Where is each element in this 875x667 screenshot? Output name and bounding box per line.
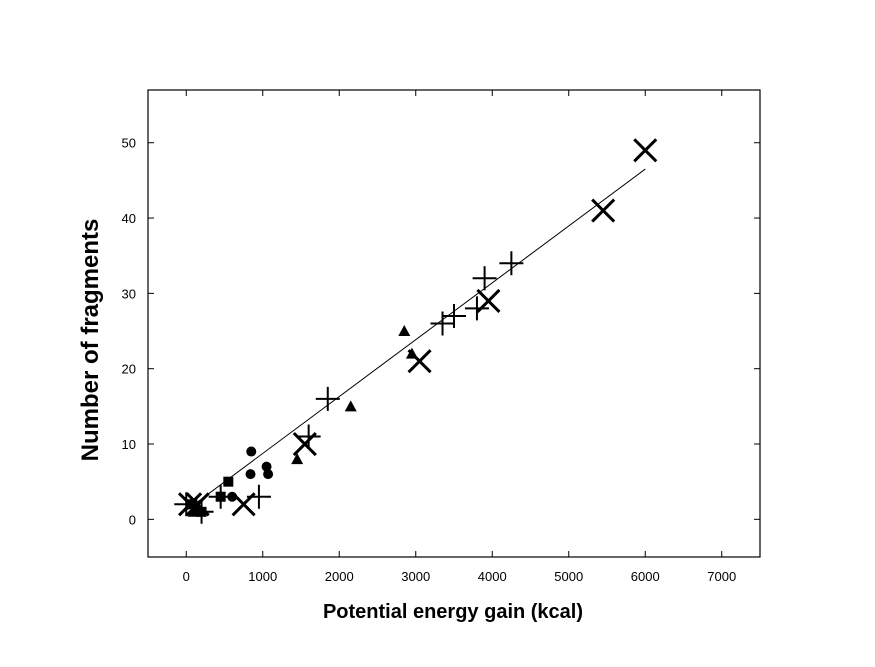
fit-line — [185, 168, 646, 511]
data-point-triangle — [291, 453, 304, 465]
data-point-square — [223, 476, 234, 487]
data-marks — [174, 138, 658, 524]
data-point-plus — [189, 499, 214, 524]
data-point-triangle — [398, 325, 411, 337]
y-tick-label: 20 — [122, 362, 136, 377]
data-point-x — [591, 198, 616, 223]
x-tick-label: 3000 — [401, 569, 430, 584]
y-tick-label: 40 — [122, 211, 136, 226]
y-tick-label: 30 — [122, 286, 136, 301]
data-point-x — [476, 288, 501, 313]
data-point-plus — [472, 266, 497, 291]
data-point-x — [633, 138, 658, 163]
data-point-plus — [208, 484, 233, 509]
x-tick-label: 1000 — [248, 569, 277, 584]
data-point-circle — [245, 469, 256, 480]
plot-frame — [147, 89, 761, 558]
y-tick-label: 50 — [122, 136, 136, 151]
x-axis-title: Potential energy gain (kcal) — [323, 601, 583, 623]
data-point-x — [407, 349, 432, 374]
data-point-x — [292, 431, 317, 457]
data-point-triangle — [344, 400, 357, 412]
x-tick-label: 6000 — [631, 569, 660, 584]
data-point-plus — [174, 492, 199, 517]
data-point-circle — [263, 469, 274, 480]
data-point-circle — [246, 446, 257, 457]
data-point-plus — [315, 386, 340, 411]
data-point-plus — [430, 311, 455, 336]
data-point-x — [178, 492, 203, 517]
data-point-x — [185, 492, 210, 517]
data-point-plus — [499, 251, 524, 276]
y-tick-label: 0 — [129, 512, 136, 527]
x-tick-label: 7000 — [707, 569, 736, 584]
x-tick-label: 0 — [183, 569, 190, 584]
axis-ticks: 0 1000 2000 3000 4000 5000 6000 7000 0 10 20 30 40 50 — [122, 90, 760, 584]
x-tick-label: 2000 — [325, 569, 354, 584]
data-point-plus — [464, 296, 489, 321]
x-tick-label: 4000 — [478, 569, 507, 584]
data-point-plus — [296, 424, 321, 449]
data-point-x — [231, 492, 256, 517]
fit-line-group — [185, 168, 646, 511]
y-axis-title: Number of fragments — [77, 219, 104, 462]
y-tick-label: 10 — [122, 437, 136, 452]
x-tick-label: 5000 — [554, 569, 583, 584]
data-point-circle — [261, 461, 272, 472]
